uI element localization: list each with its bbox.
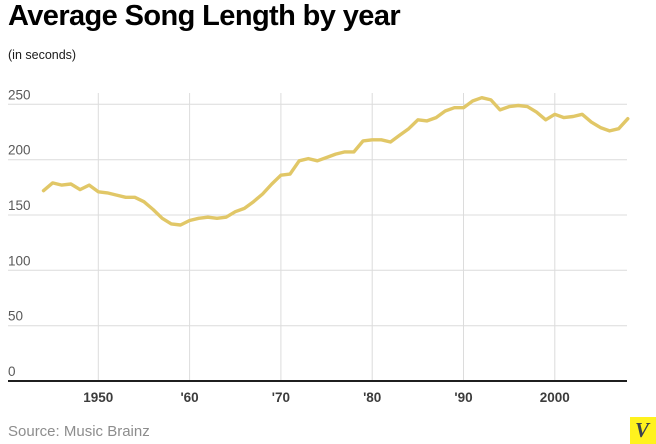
- chart-title: Average Song Length by year: [8, 0, 401, 32]
- source-credit: Source: Music Brainz: [8, 423, 150, 440]
- x-axis-tick-label: 1950: [83, 390, 113, 405]
- vox-logo: V: [630, 417, 656, 444]
- y-axis-tick-label: 0: [8, 364, 16, 379]
- y-axis-tick-label: 250: [8, 87, 31, 102]
- x-axis-tick-label: '70: [272, 390, 290, 405]
- vox-logo-letter: V: [634, 418, 649, 442]
- line-chart-plot: 250 200 150 100 50 0 1950 '60 '70 '80 '90 2000: [8, 87, 630, 405]
- chart-subtitle: (in seconds): [8, 48, 77, 62]
- y-axis-tick-label: 200: [8, 143, 31, 158]
- x-axis-tick-label: '60: [180, 390, 198, 405]
- x-axis-tick-label: 2000: [540, 390, 570, 405]
- x-axis-tick-label: '90: [454, 390, 472, 405]
- y-axis-tick-label: 100: [8, 253, 31, 268]
- y-axis-tick-label: 150: [8, 198, 31, 213]
- x-axis-tick-label: '80: [363, 390, 381, 405]
- y-axis-tick-label: 50: [8, 309, 23, 324]
- song-length-line: [41, 96, 630, 227]
